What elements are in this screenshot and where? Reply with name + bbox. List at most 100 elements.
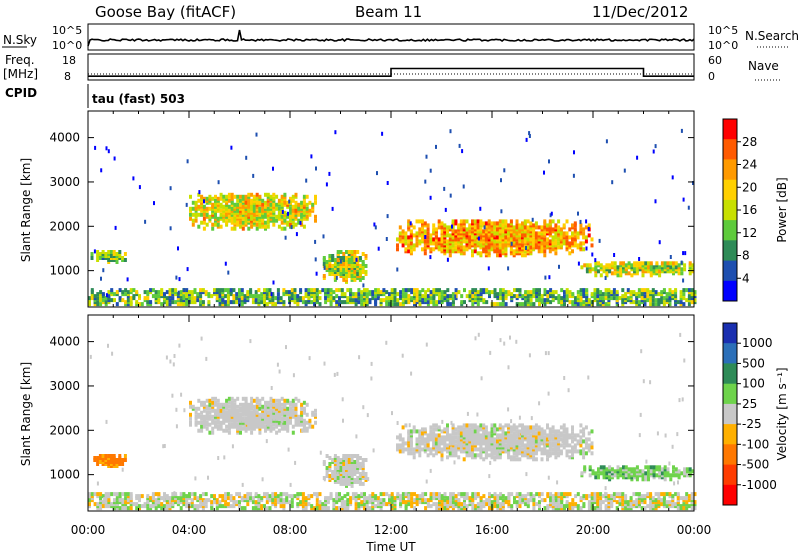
echo-cell [121, 492, 125, 497]
echo-cell [151, 294, 155, 299]
echo-cell [88, 502, 91, 507]
echo-cell [222, 198, 226, 203]
echo-cell [474, 496, 478, 501]
echo-cell [579, 296, 583, 301]
sparse-echo-cell [479, 206, 482, 211]
echo-cell [110, 288, 114, 293]
echo-cell [451, 435, 455, 440]
echo-cell [404, 492, 408, 497]
echo-cell [385, 492, 389, 497]
echo-cell [308, 424, 312, 429]
echo-cell [129, 300, 133, 305]
echo-cell [376, 288, 380, 293]
echo-cell [532, 294, 536, 299]
echo-cell [290, 500, 294, 505]
noise-right-tick-bottom: 10^0 [708, 39, 738, 52]
echo-cell [123, 252, 127, 256]
echo-cell [233, 398, 237, 403]
echo-cell [345, 478, 348, 482]
sparse-echo-cell [328, 171, 331, 176]
sparse-echo-cell [605, 139, 608, 144]
echo-cell [301, 296, 305, 301]
echo-cell [199, 500, 203, 505]
echo-cell [624, 292, 628, 297]
echo-cell [365, 500, 369, 505]
echo-cell [193, 288, 197, 293]
echo-cell [485, 300, 489, 305]
echo-cell [654, 504, 658, 509]
echo-cell [255, 410, 259, 415]
echo-cell [587, 500, 591, 505]
echo-cell [165, 290, 169, 295]
echo-cell [211, 202, 215, 207]
sparse-echo-cell [623, 168, 626, 173]
echo-cell [126, 290, 130, 295]
echo-cell [360, 294, 364, 299]
echo-cell [346, 502, 350, 507]
echo-cell [254, 492, 258, 497]
echo-cell [271, 292, 275, 297]
echo-cell [574, 502, 578, 507]
echo-cell [448, 451, 452, 456]
echo-cell [236, 198, 240, 203]
echo-cell [543, 302, 547, 307]
echo-cell [446, 233, 449, 238]
echo-cell [365, 292, 369, 297]
echo-cell [347, 458, 351, 462]
echo-cell [197, 212, 201, 217]
echo-cell [451, 447, 455, 452]
sparse-echo-cell [290, 225, 293, 230]
echo-cell [607, 288, 611, 293]
echo-cell [135, 290, 139, 295]
echo-cell [193, 492, 197, 497]
echo-cell [358, 462, 362, 466]
echo-cell [521, 423, 524, 428]
echo-cell [526, 219, 530, 224]
echo-cell [300, 212, 304, 217]
echo-cell [343, 292, 347, 297]
echo-cell [649, 261, 653, 266]
echo-cell [185, 494, 189, 499]
echo-cell [593, 492, 597, 497]
echo-cell [286, 416, 290, 421]
echo-cell [291, 424, 295, 429]
echo-cell [521, 294, 525, 299]
echo-cell [669, 265, 673, 270]
echo-cell [596, 294, 600, 299]
echo-cell [126, 506, 130, 511]
echo-cell [168, 504, 172, 509]
echo-cell [471, 288, 475, 293]
echo-cell [429, 300, 433, 305]
sparse-echo-cell [548, 159, 550, 164]
echo-cell [229, 494, 233, 499]
echo-cell [415, 494, 419, 499]
echo-cell [493, 455, 497, 460]
echo-cell [221, 288, 225, 293]
echo-cell [426, 453, 430, 458]
echo-cell [107, 454, 111, 458]
echo-cell [668, 288, 672, 293]
echo-cell [331, 470, 335, 474]
echo-cell [509, 455, 513, 460]
sparse-echo-cell [636, 155, 639, 160]
colorbar-segment [723, 199, 737, 221]
echo-cell [463, 288, 466, 293]
echo-cell [294, 200, 298, 205]
echo-cell [629, 496, 633, 501]
echo-cell [538, 288, 541, 293]
echo-cell [275, 424, 279, 429]
echo-cell [576, 294, 580, 299]
sparse-echo-cell [525, 246, 527, 250]
echo-cell [226, 492, 230, 497]
echo-cell [582, 247, 586, 252]
echo-cell [255, 396, 259, 401]
echo-cell [651, 302, 655, 307]
echo-cell [250, 430, 254, 435]
echo-cell [291, 430, 295, 435]
echo-cell [346, 288, 350, 293]
echo-cell [322, 262, 326, 266]
echo-cell [240, 292, 244, 297]
echo-cell [665, 504, 669, 509]
sparse-echo-cell [132, 176, 135, 181]
echo-cell [693, 500, 697, 505]
